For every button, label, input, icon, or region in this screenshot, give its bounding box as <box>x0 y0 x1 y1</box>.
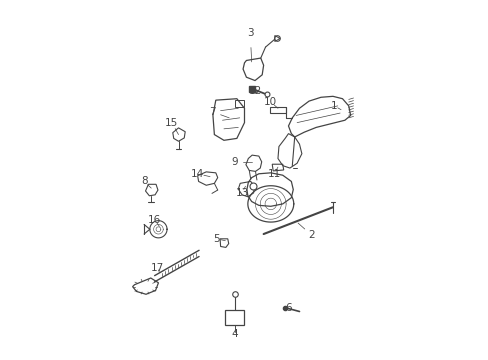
Text: 10: 10 <box>264 97 277 107</box>
Text: 17: 17 <box>150 262 164 273</box>
Text: 2: 2 <box>307 230 314 240</box>
Text: 6: 6 <box>285 303 291 313</box>
Text: 11: 11 <box>267 169 280 179</box>
Text: 9: 9 <box>231 157 238 167</box>
Text: 12: 12 <box>248 86 261 96</box>
Text: 8: 8 <box>141 176 147 186</box>
Text: 16: 16 <box>148 215 161 225</box>
Text: 15: 15 <box>165 118 178 128</box>
Text: 4: 4 <box>231 329 238 339</box>
Text: 1: 1 <box>330 101 337 111</box>
Text: 14: 14 <box>191 169 204 179</box>
Text: 5: 5 <box>213 234 220 244</box>
Text: 13: 13 <box>235 188 248 198</box>
Bar <box>225 310 244 325</box>
Text: 7: 7 <box>208 107 215 117</box>
Text: 3: 3 <box>246 28 253 38</box>
